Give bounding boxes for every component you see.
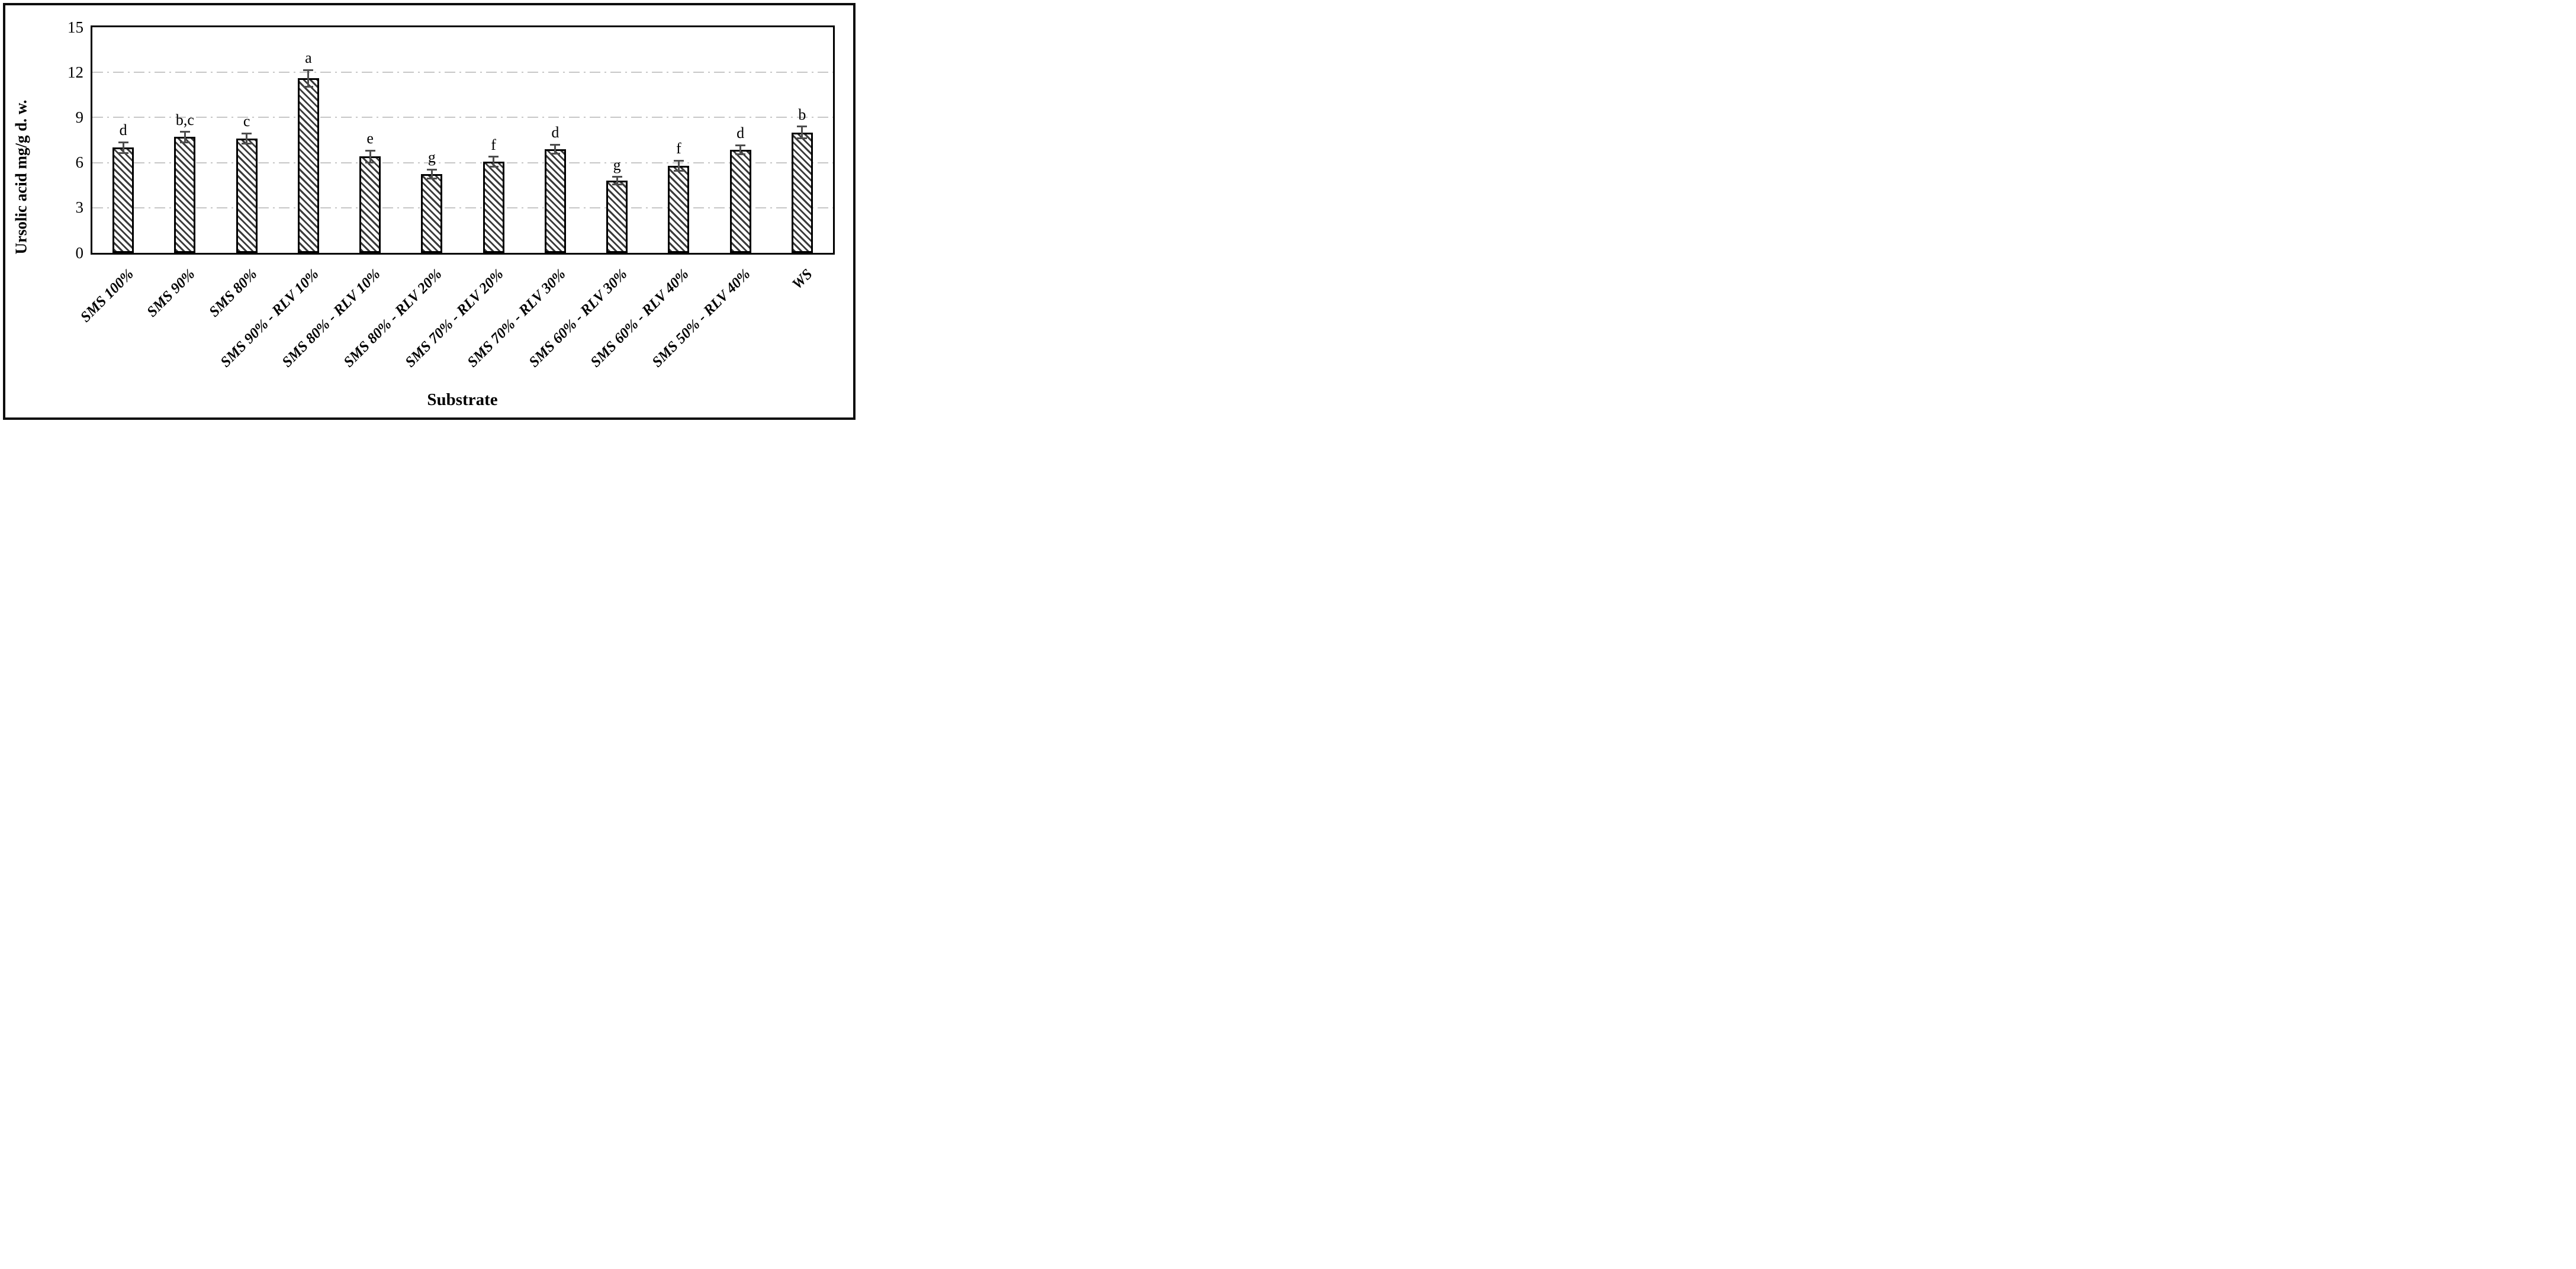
error-bar-cap-top [673,159,684,162]
error-bar-cap-top [612,176,622,178]
y-tick-label-15: 15 [67,18,83,36]
error-bar-cap-top [550,143,561,146]
significance-letter: b [798,105,806,123]
y-tick-label-3: 3 [75,198,84,217]
error-bar-cap-bottom [673,169,684,172]
x-tick-label: WS [789,266,816,293]
error-bar-cap-bottom [179,141,190,143]
error-bar-whisker [184,131,186,143]
error-bar-cap-top [118,141,128,143]
error-bar-whisker [554,144,557,154]
error-bar-whisker [677,160,680,171]
error-bar-cap-top [179,131,190,133]
bar [174,137,196,253]
significance-letter: f [676,140,681,158]
significance-letter: f [491,136,496,153]
error-bar-whisker [739,145,742,155]
significance-letter: a [305,49,312,67]
gridline-3 [92,207,833,208]
error-bar-cap-bottom [303,85,314,88]
y-tick-label-0: 0 [75,243,84,262]
plot-area: d b,c c a e g f d g f d b [91,25,835,255]
x-tick-label: SMS 80% [205,266,261,320]
y-axis-tick-labels: 0 3 6 9 12 15 [5,19,84,261]
error-bar-cap-top [303,69,314,71]
error-bar-whisker [493,156,495,167]
significance-letter: d [119,121,127,139]
error-bar-whisker [122,142,124,153]
error-bar-whisker [616,176,618,185]
y-tick-label-12: 12 [67,63,83,81]
significance-letter: d [551,124,559,142]
error-bar-whisker [801,126,803,139]
figure-frame: Ursolic acid mg/g d. w. 0 3 6 9 12 15 d b,c c a e… [3,3,856,420]
y-tick-label-6: 6 [75,153,84,172]
x-tick-label: SMS 100% [77,266,137,326]
error-bar-cap-top [797,126,808,128]
bar [112,147,134,253]
error-bar-cap-bottom [797,137,808,140]
error-bar-cap-bottom [550,152,561,155]
bar [483,162,504,253]
bar [668,165,690,253]
error-bar-whisker [430,169,433,179]
error-bar-cap-top [735,144,746,146]
significance-letter: d [737,124,745,142]
error-bar-whisker [246,133,248,144]
error-bar-cap-top [426,168,437,171]
error-bar-cap-bottom [118,152,128,154]
error-bar-cap-top [242,132,252,134]
error-bar-cap-top [488,156,499,158]
bar [359,156,381,253]
significance-letter: e [366,130,374,147]
gridline-12 [92,72,833,73]
gridline-9 [92,117,833,118]
error-bar-cap-bottom [426,177,437,179]
bar [421,174,443,253]
x-tick-label: SMS 90% [144,266,198,320]
significance-letter: g [427,149,436,166]
error-bar-cap-bottom [488,166,499,168]
x-axis-title: Substrate [427,390,498,409]
error-bar-whisker [307,70,310,87]
significance-letter: c [243,113,250,130]
bar [791,132,813,253]
bar [544,149,566,253]
figure: Ursolic acid mg/g d. w. 0 3 6 9 12 15 d b,c c a e… [0,0,858,423]
error-bar-whisker [369,150,371,163]
bar [297,78,319,253]
bar [236,138,258,253]
error-bar-cap-bottom [735,153,746,156]
error-bar-cap-bottom [365,162,375,164]
significance-letter: g [613,156,621,174]
bar [729,150,751,253]
gridline-6 [92,162,833,163]
significance-letter: b,c [175,111,194,128]
bar [606,181,628,253]
y-tick-label-9: 9 [75,108,84,126]
error-bar-cap-top [365,149,375,152]
error-bar-cap-bottom [242,143,252,145]
error-bar-cap-bottom [612,183,622,185]
plot-area-inner: d b,c c a e g f d g f d b [92,27,833,253]
